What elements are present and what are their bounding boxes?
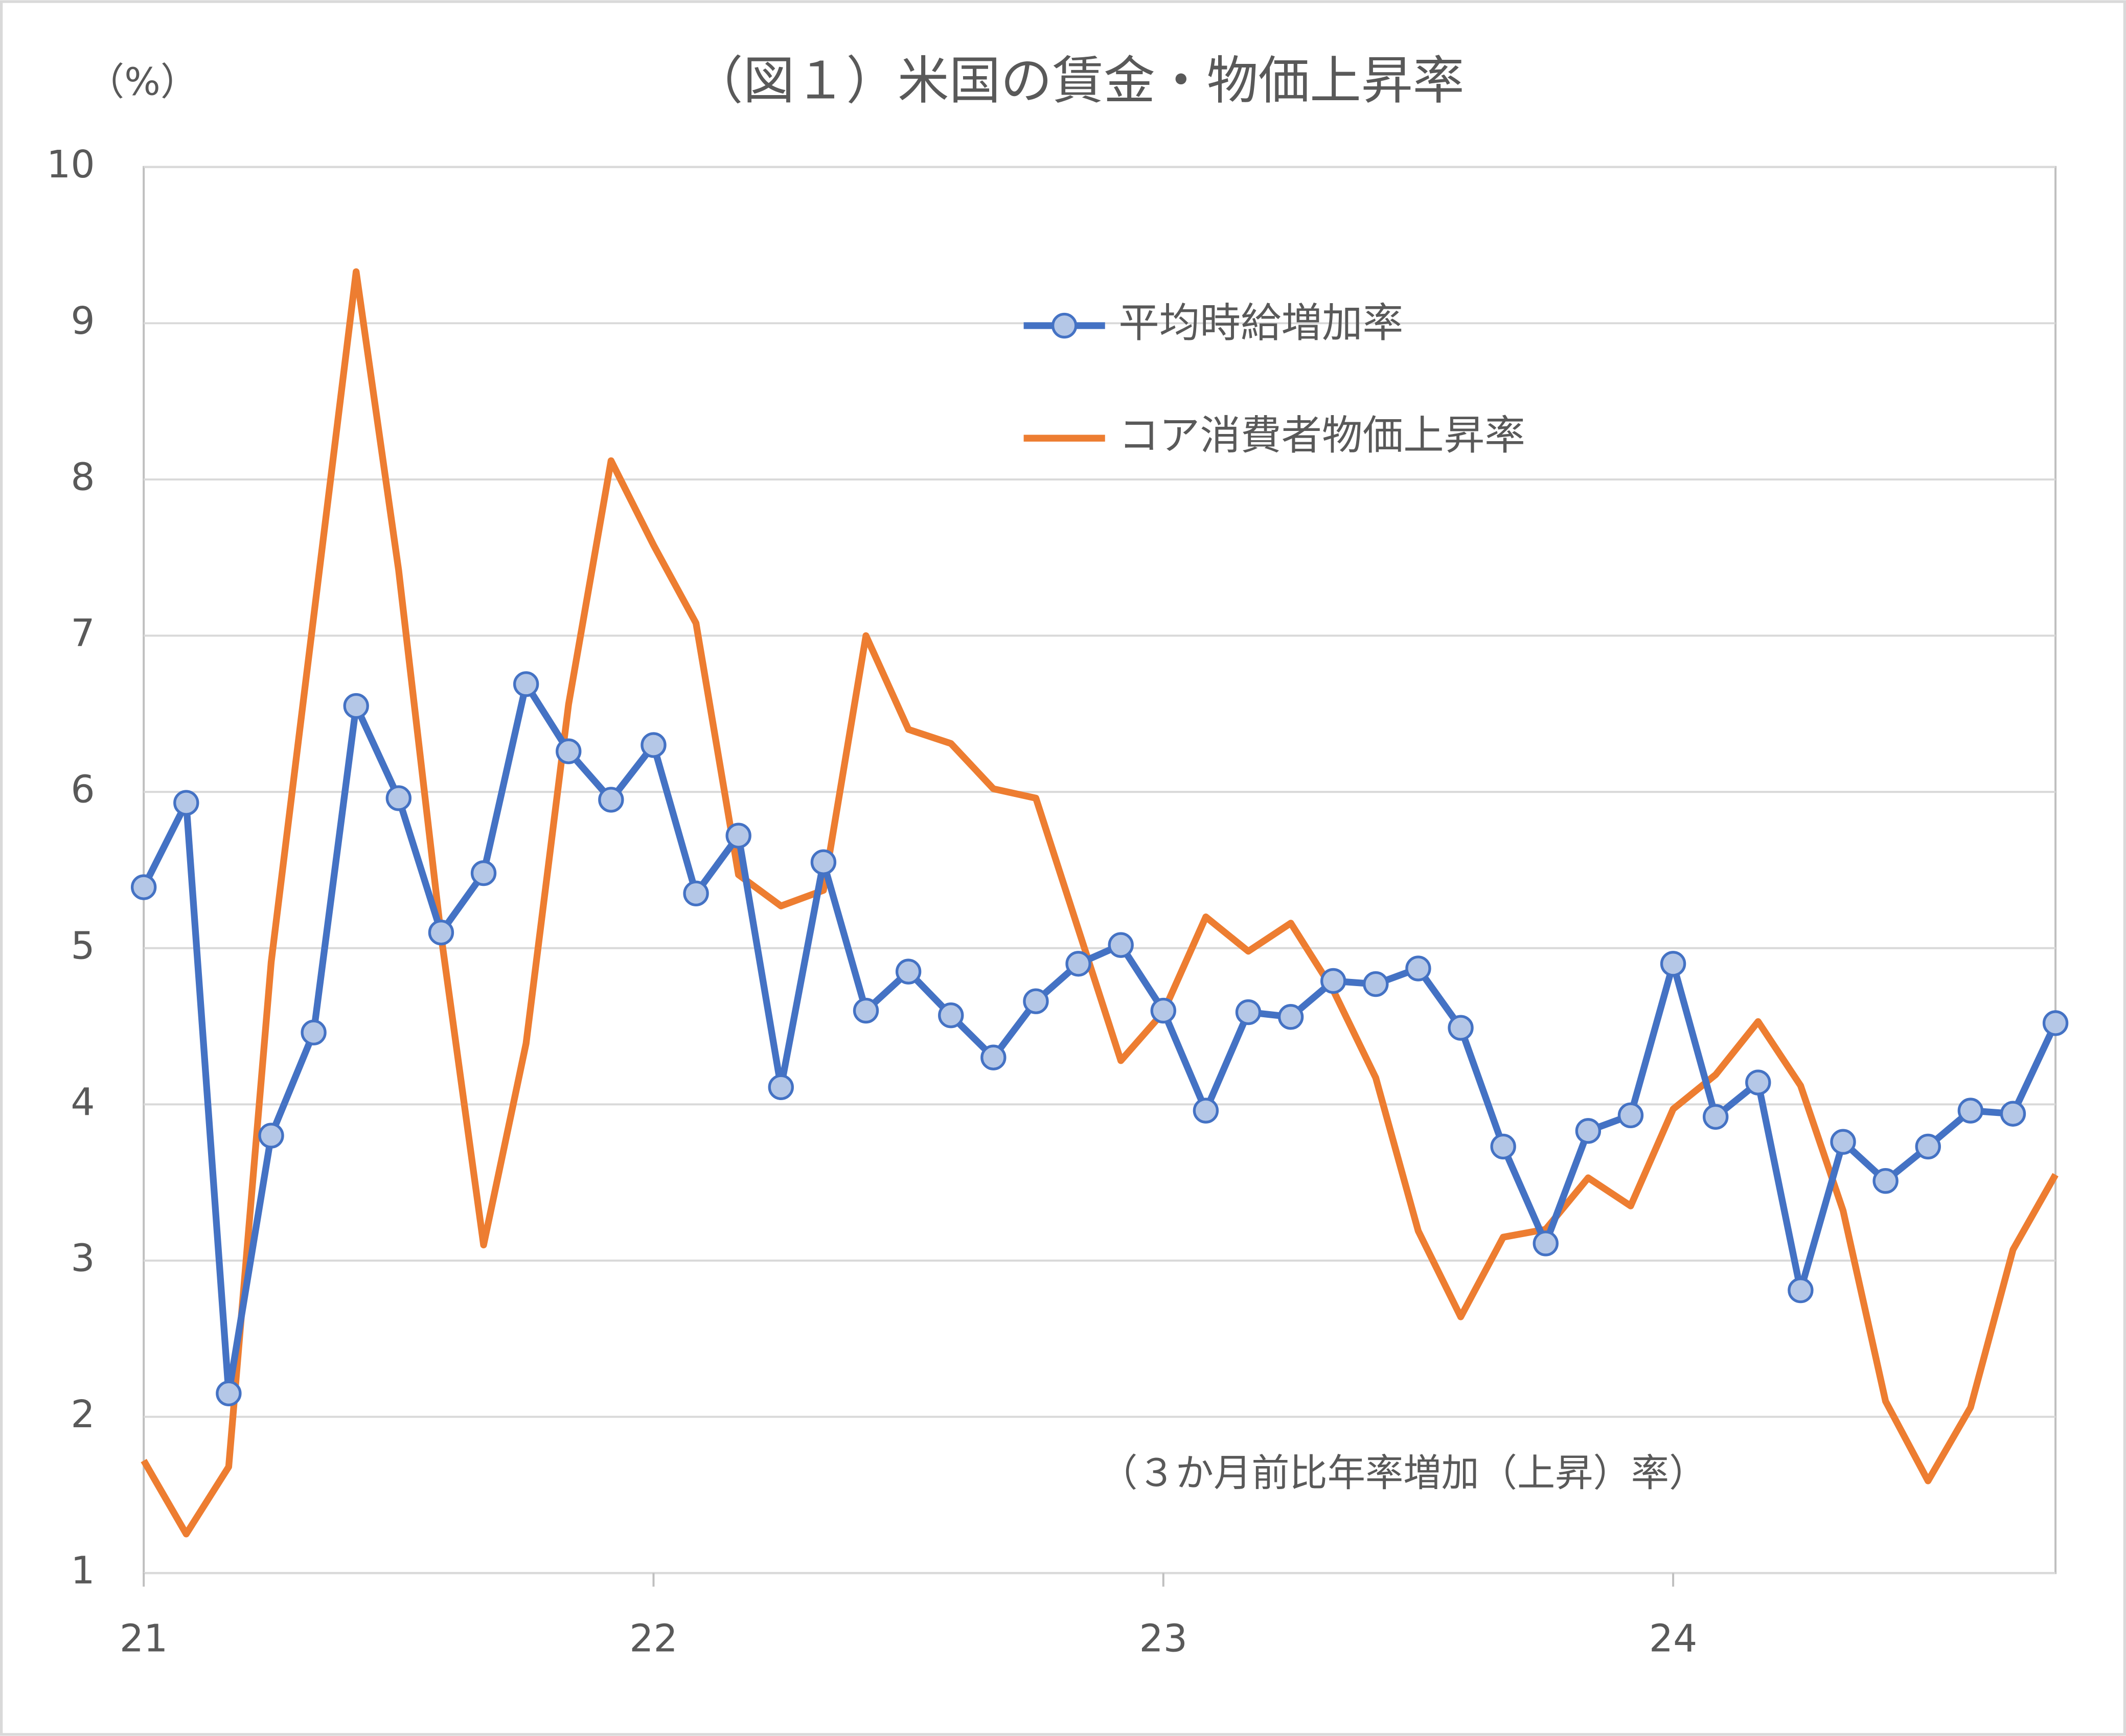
data-point: [1575, 1118, 1602, 1144]
y-tick-label: 6: [71, 767, 95, 812]
data-point: [1915, 1133, 1941, 1160]
data-point: [2042, 1010, 2069, 1036]
y-tick-label: 1: [71, 1548, 95, 1593]
y-axis-label: （%）: [86, 59, 198, 104]
data-point: [343, 693, 369, 719]
data-point: [1405, 955, 1431, 981]
data-point: [428, 920, 454, 946]
data-point: [1363, 971, 1389, 997]
legend-label: 平均時給増加率: [1118, 299, 1403, 347]
data-point: [725, 823, 751, 849]
data-point: [1703, 1104, 1729, 1130]
data-point: [853, 997, 879, 1024]
data-point: [895, 958, 922, 985]
series-line: [141, 268, 2059, 1538]
y-tick-label: 9: [71, 299, 95, 343]
data-point: [1957, 1098, 1984, 1124]
y-tick-label: 8: [71, 454, 95, 499]
x-tick-label: 23: [1139, 1616, 1187, 1660]
data-point: [2000, 1101, 2026, 1127]
y-tick-label: 2: [71, 1392, 95, 1436]
x-tick-label: 21: [120, 1616, 168, 1660]
y-tick-label: 4: [71, 1080, 95, 1124]
data-point: [1660, 951, 1686, 977]
y-tick-label: 5: [71, 923, 95, 968]
data-point: [980, 1044, 1007, 1070]
data-point: [385, 785, 412, 811]
data-point: [1277, 1004, 1304, 1030]
data-point: [768, 1074, 794, 1100]
data-point: [216, 1380, 242, 1406]
y-tick-label: 10: [47, 142, 95, 187]
data-point: [1193, 1098, 1219, 1124]
data-point: [1065, 951, 1091, 977]
y-tick-label: 3: [71, 1236, 95, 1281]
data-point: [1448, 1015, 1474, 1041]
data-point: [513, 671, 539, 697]
data-point: [1235, 999, 1262, 1025]
y-tick-label: 7: [71, 611, 95, 655]
data-point: [1745, 1069, 1771, 1095]
data-point: [130, 874, 157, 900]
data-point: [641, 732, 667, 758]
data-point: [470, 860, 497, 886]
data-point: [556, 738, 582, 764]
data-point: [1617, 1102, 1644, 1128]
data-point: [1872, 1168, 1899, 1194]
data-point: [173, 790, 199, 816]
annotation: （３か月前比年率増加（上昇）率）: [1100, 1451, 1707, 1495]
data-point: [1023, 988, 1049, 1014]
data-point: [1320, 968, 1346, 994]
data-point: [1490, 1133, 1516, 1160]
data-point: [1533, 1230, 1559, 1257]
series-line: [141, 680, 2059, 1397]
data-point: [1788, 1277, 1814, 1304]
data-point: [1830, 1129, 1856, 1155]
data-point: [1108, 932, 1134, 958]
data-point: [938, 1002, 964, 1029]
legend-marker: [1051, 312, 1078, 339]
chart-title: （図１）米国の賃金・物価上昇率: [692, 51, 1465, 111]
data-point: [258, 1123, 284, 1149]
data-point: [810, 849, 837, 875]
x-tick-label: 22: [629, 1616, 677, 1660]
data-point: [683, 880, 709, 907]
data-point: [301, 1019, 327, 1046]
x-tick-label: 24: [1649, 1616, 1697, 1660]
data-point: [1150, 997, 1176, 1024]
data-point: [598, 787, 624, 813]
legend-label: コア消費者物価上昇率: [1118, 412, 1525, 459]
